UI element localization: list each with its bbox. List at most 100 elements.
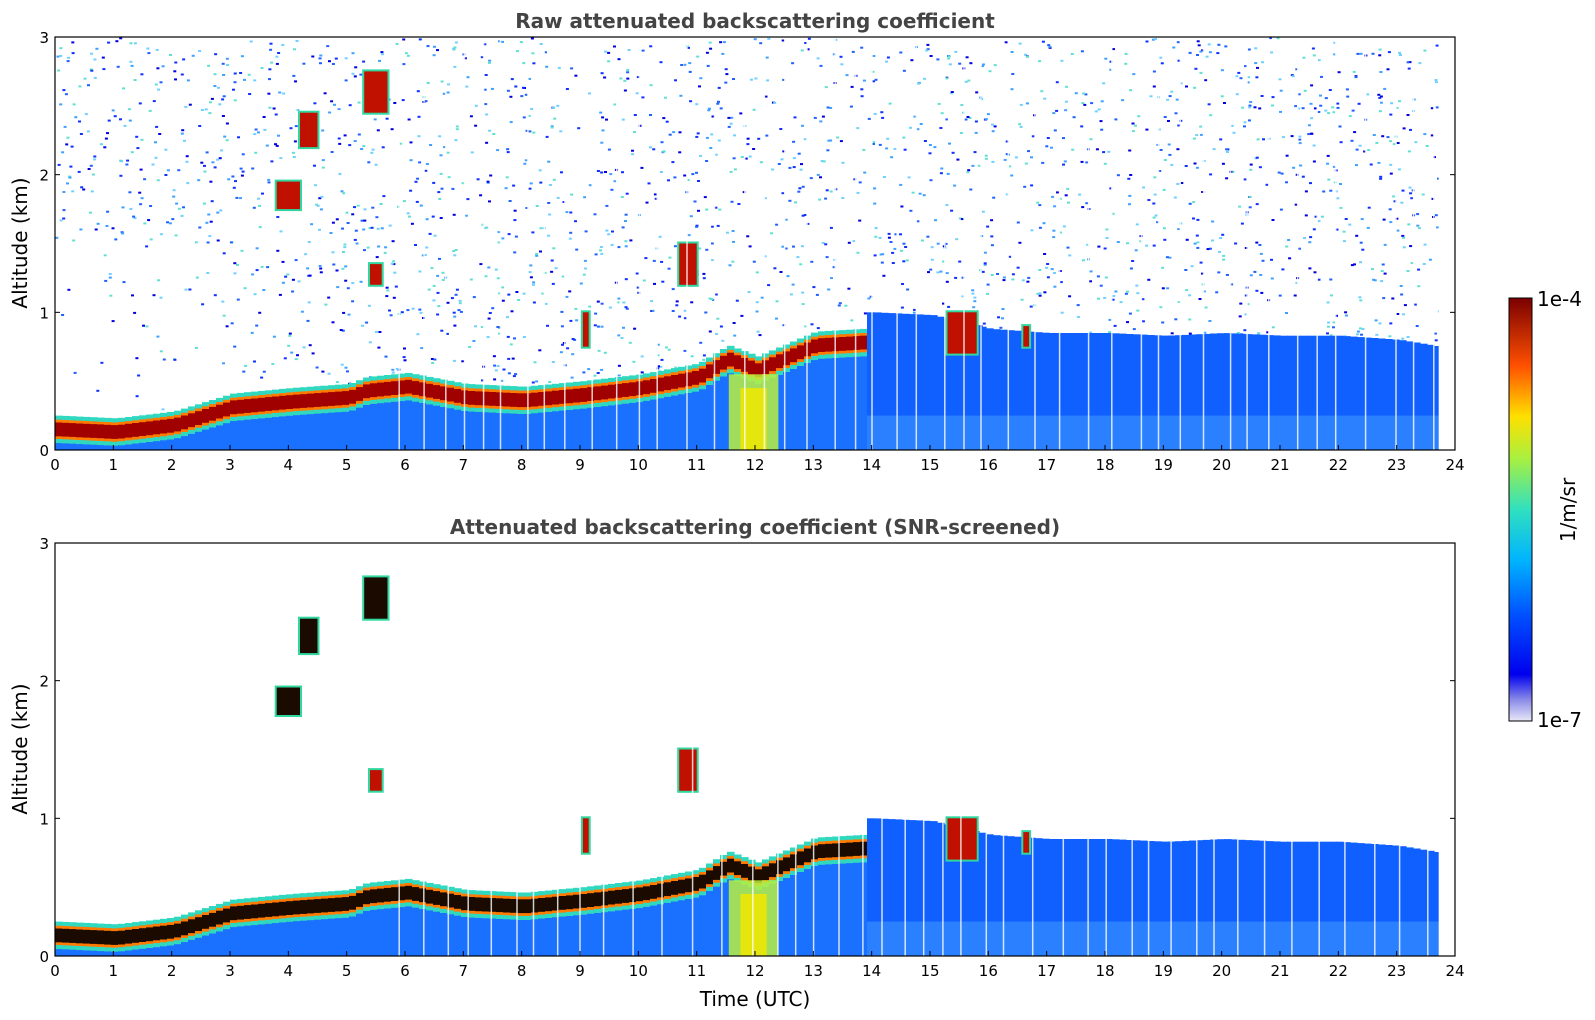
noise-cell xyxy=(800,245,804,248)
layer-core-cell xyxy=(433,385,441,399)
noise-cell xyxy=(1243,329,1247,332)
residual-cell xyxy=(1119,839,1127,956)
noise-cell xyxy=(1262,138,1265,141)
noise-cell xyxy=(973,300,977,303)
noise-cell xyxy=(1201,191,1205,193)
residual-low-cell xyxy=(1105,921,1113,956)
noise-cell xyxy=(516,50,519,53)
noise-cell xyxy=(729,170,733,173)
noise-cell xyxy=(841,197,845,199)
noise-cell xyxy=(801,185,805,188)
residual-low-cell xyxy=(1385,415,1393,450)
noise-cell xyxy=(699,77,703,80)
noise-cell xyxy=(902,69,906,72)
noise-cell xyxy=(1018,123,1022,126)
noise-cell xyxy=(756,330,760,333)
noise-cell xyxy=(547,160,551,163)
residual-low-cell xyxy=(1000,415,1008,450)
noise-cell xyxy=(108,276,112,279)
noise-cell xyxy=(732,240,735,243)
noise-cell xyxy=(1176,148,1180,151)
layer-core-cell xyxy=(244,905,252,919)
noise-cell xyxy=(419,311,423,314)
noise-cell xyxy=(640,371,644,374)
residual-low-cell xyxy=(881,415,889,450)
residual-low-cell xyxy=(965,921,973,956)
noise-cell xyxy=(424,100,428,103)
noise-cell xyxy=(839,140,843,143)
noise-cell xyxy=(278,293,282,296)
noise-cell xyxy=(216,211,220,214)
residual-cell xyxy=(979,326,987,450)
noise-cell xyxy=(168,222,172,225)
noise-cell xyxy=(1261,259,1265,262)
aerosol-cell xyxy=(580,399,588,450)
noise-cell xyxy=(251,273,255,276)
noise-cell xyxy=(213,85,217,87)
noise-cell xyxy=(662,117,666,120)
noise-cell xyxy=(454,41,458,44)
aerosol-cell xyxy=(272,407,280,450)
noise-cell xyxy=(120,160,124,163)
noise-cell xyxy=(1256,66,1259,69)
residual-low-cell xyxy=(1063,415,1071,450)
noise-cell xyxy=(416,177,420,180)
noise-cell xyxy=(971,292,975,295)
noise-cell xyxy=(287,344,291,347)
noise-cell xyxy=(548,381,552,383)
elevated-layer xyxy=(276,181,300,210)
noise-cell xyxy=(1417,268,1421,271)
noise-cell xyxy=(180,73,184,76)
noise-cell xyxy=(801,303,805,306)
noise-cell xyxy=(429,144,433,146)
noise-cell xyxy=(183,139,186,142)
noise-cell xyxy=(903,148,907,151)
noise-cell xyxy=(248,93,252,95)
noise-cell xyxy=(135,357,139,360)
noise-cell xyxy=(240,174,244,177)
layer-core-cell xyxy=(489,392,497,406)
noise-cell xyxy=(370,151,374,154)
noise-cell xyxy=(754,77,758,80)
noise-cell xyxy=(1409,192,1413,195)
noise-cell xyxy=(302,62,306,65)
noise-cell xyxy=(86,130,90,133)
residual-low-cell xyxy=(1336,921,1344,956)
layer-core-cell xyxy=(384,381,392,396)
layer-core-cell xyxy=(685,372,693,387)
noise-cell xyxy=(357,101,361,104)
residual-cell xyxy=(951,320,959,450)
noise-cell xyxy=(67,288,71,291)
noise-cell xyxy=(432,54,436,57)
layer-core-cell xyxy=(167,924,175,939)
colorbar: 1e-4 1e-7 1/m/sr xyxy=(1508,287,1582,732)
noise-cell xyxy=(1128,203,1131,206)
noise-cell xyxy=(1038,226,1042,229)
aerosol-cell xyxy=(531,909,539,956)
noise-cell xyxy=(1246,76,1250,79)
layer-core-cell xyxy=(174,417,182,432)
noise-cell xyxy=(872,80,876,83)
aerosol-cell xyxy=(433,396,441,450)
noise-cell xyxy=(675,304,679,307)
residual-low-cell xyxy=(1203,415,1211,450)
layer-core-cell xyxy=(790,854,798,869)
noise-cell xyxy=(414,180,418,183)
noise-cell xyxy=(341,267,345,270)
aerosol-cell xyxy=(195,422,203,450)
layer-core-cell xyxy=(580,894,588,908)
noise-cell xyxy=(803,214,807,216)
noise-cell xyxy=(1386,136,1390,139)
aerosol-cell xyxy=(671,386,679,450)
noise-cell xyxy=(232,88,235,91)
noise-cell xyxy=(539,181,543,184)
noise-cell xyxy=(240,249,244,252)
noise-cell xyxy=(498,40,501,43)
residual-low-cell xyxy=(1014,921,1022,956)
layer-core-cell xyxy=(594,892,602,907)
noise-cell xyxy=(1114,118,1118,121)
residual-cell xyxy=(1217,839,1225,956)
noise-cell xyxy=(119,174,123,177)
noise-cell xyxy=(446,301,450,304)
noise-cell xyxy=(331,251,335,254)
